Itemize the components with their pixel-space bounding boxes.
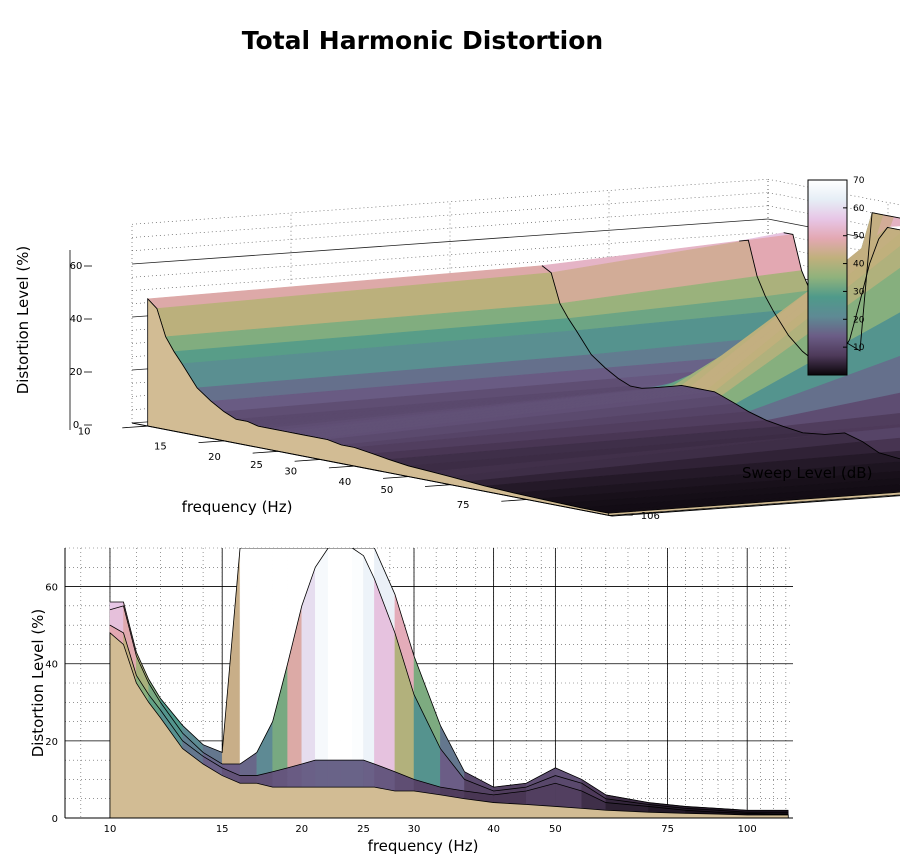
colorbar-tick-label: 50 [853,232,865,242]
x-tick-label: 30 [284,467,297,478]
area-series-115 [327,548,341,761]
x-tick-label: 20 [208,452,221,463]
area-series-115 [352,548,364,761]
x-tick-label: 15 [216,824,229,835]
area-series-111 [340,759,353,788]
z-axis-title: Distortion Level (%) [14,246,32,395]
area-2d-axes: 10 15 20 25 30 40 50 75 100 0 20 40 60 frequency (Hz)… [29,548,793,855]
colorbar-tick-label: 70 [853,176,865,186]
area-series-115 [363,555,375,765]
y-tick-label: 0 [52,814,58,825]
z-tick-label: 20 [70,367,83,378]
x-tick-mark [294,459,321,462]
x-tick-mark [501,499,527,502]
x-tick-label: 20 [295,824,308,835]
area-series-line [109,624,789,815]
wall-grid-line [131,218,769,265]
surface-ridge-line [541,265,900,460]
x-tick-mark [252,450,279,454]
surface-side-curtain [608,491,900,516]
y-axis-title: Distortion Level (%) [29,609,47,758]
y-axis-line [611,495,900,517]
area-series-115 [340,548,353,761]
area-2d-series [109,548,789,818]
surface-cell [747,234,802,277]
wall-grid-line [767,218,900,245]
colorbar: 10 20 30 40 50 60 70 [807,176,865,376]
colorbar-tick-label: 30 [853,287,865,297]
area-series-115 [315,548,329,761]
colorbar-tick-label: 40 [853,260,865,270]
x-tick-mark [424,484,451,487]
colorbar-tick-label: 20 [853,315,865,325]
x-tick-label: 50 [380,485,393,496]
x-tick-label: 75 [457,500,470,511]
area-series-106 [109,631,789,818]
x-tick-mark [328,465,355,469]
colorbar-tick-label: 10 [853,343,865,353]
x-axis-line [131,422,613,517]
x-axis-title: frequency (Hz) [368,837,479,855]
y-tick-label: 20 [45,737,58,748]
area-series-line [109,548,789,811]
colorbar-bar [807,179,848,376]
x-tick-label: 50 [549,824,562,835]
x-tick-label: 100 [738,824,757,835]
x-axis-title: frequency (Hz) [182,498,293,516]
area-series-111 [239,775,258,784]
x-tick-label: 75 [661,824,674,835]
x-tick-label: 25 [250,460,263,471]
x-tick-label: 25 [357,824,370,835]
colorbar-tick-label: 60 [853,204,865,214]
y-tick-label: 106 [641,511,660,522]
surface-3d-axes: 10152025304050751061111151160204060frequ… [14,246,900,522]
area-2d-plot: 10 15 20 25 30 40 50 75 100 0 20 40 60 frequency (Hz)… [29,547,793,855]
surface-ridge-line [739,226,900,365]
z-tick-label: 40 [70,314,83,325]
x-tick-label: 10 [78,427,91,438]
z-tick-label: 0 [73,420,79,431]
area-series-116 [239,548,258,765]
y-axis-title: Sweep Level (dB) [742,464,872,482]
area-series-111 [327,759,341,788]
x-tick-label: 15 [154,441,167,452]
area-series-111 [352,759,364,788]
x-tick-label: 10 [104,824,117,835]
surface-front-curtain [147,297,610,516]
x-tick-mark [383,476,409,479]
chart-title: Total Harmonic Distortion [241,26,604,55]
area-series-111 [315,759,329,788]
area-series-111 [301,759,316,788]
y-tick-label: 40 [45,660,58,671]
z-tick-label: 60 [70,261,83,272]
wall-grid-line [131,192,769,238]
y-tick-label: 60 [45,583,58,594]
surface-3d-plot: 10152025304050751061111151160204060frequ… [14,178,900,522]
x-tick-mark [122,425,148,429]
x-tick-label: 30 [408,824,421,835]
area-series-line [109,548,789,813]
surface-3d-ribbons [147,212,900,516]
x-tick-mark [198,440,224,444]
x-tick-label: 40 [339,477,352,488]
area-series-111 [363,759,375,788]
area-series-116 [256,548,273,753]
x-tick-label: 40 [487,824,500,835]
